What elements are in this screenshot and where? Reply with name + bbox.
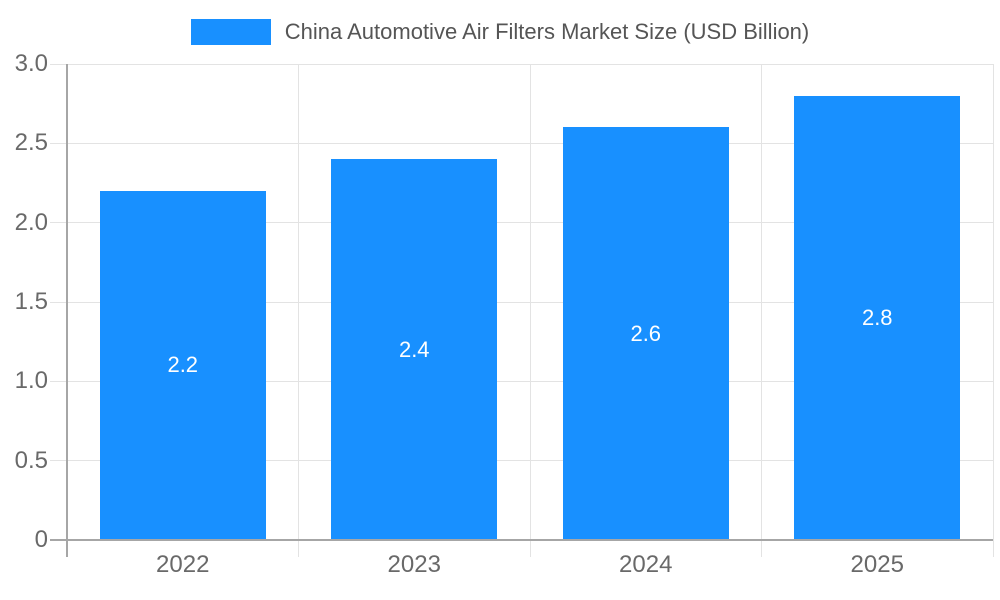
y-gridline <box>50 301 993 303</box>
bar: 2.6 <box>562 127 729 540</box>
y-axis-tick-label: 1.0 <box>14 367 48 395</box>
legend-title: China Automotive Air Filters Market Size… <box>284 19 810 44</box>
category-gridline <box>529 64 531 557</box>
x-axis-tick-label: 2025 <box>850 551 904 578</box>
bar-value-label: 2.2 <box>167 352 199 378</box>
chart-legend: China Automotive Air Filters Market Size… <box>0 16 1000 48</box>
y-gridline <box>50 460 993 462</box>
category-gridline <box>761 64 762 557</box>
x-axis-tick-label: 2024 <box>619 551 673 578</box>
y-gridline <box>50 63 993 65</box>
bar-value-label: 2.8 <box>861 304 893 330</box>
y-axis-tick-label: 0.5 <box>14 446 48 474</box>
y-axis-tick-label: 2.0 <box>14 208 48 236</box>
y-gridline <box>50 142 993 144</box>
y-axis-tick-label: 3.0 <box>14 50 48 77</box>
bar-value-label: 2.4 <box>398 336 430 362</box>
y-gridline <box>50 380 993 382</box>
legend-swatch <box>190 19 271 45</box>
bar: 2.2 <box>99 190 266 540</box>
x-axis-tick-label: 2022 <box>156 551 210 578</box>
y-gridline <box>50 222 993 224</box>
y-axis-line <box>66 64 68 557</box>
y-axis-tick-label: 1.5 <box>14 288 48 315</box>
category-gridline <box>992 64 994 557</box>
x-axis-tick-label: 2023 <box>387 551 441 578</box>
y-axis-tick-label: 2.5 <box>14 129 48 157</box>
category-gridline <box>298 64 299 557</box>
bar-value-label: 2.6 <box>630 320 662 346</box>
bar: 2.4 <box>331 159 498 540</box>
bar: 2.8 <box>794 95 961 540</box>
y-axis-tick-label: 0 <box>34 526 48 553</box>
x-axis-baseline <box>50 539 993 541</box>
